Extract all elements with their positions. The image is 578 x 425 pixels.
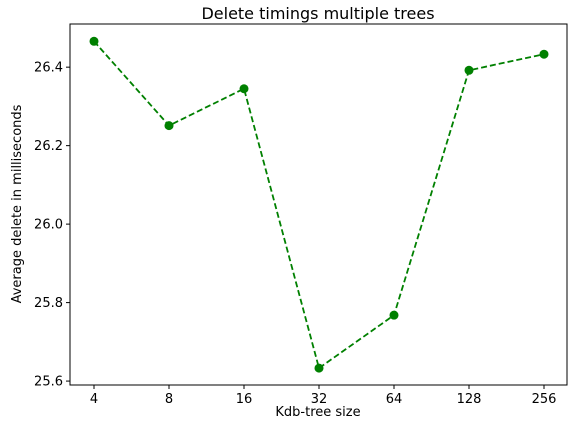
- x-axis-ticks: 4 8 16 32 64 128 256: [90, 385, 557, 407]
- x-tick-label: 8: [165, 392, 173, 407]
- data-point-128: [464, 65, 474, 75]
- data-point-16: [239, 84, 249, 94]
- y-tick-label: 26.0: [34, 218, 63, 233]
- series-layer: [89, 36, 549, 373]
- x-tick-label: 256: [532, 392, 557, 407]
- y-axis-ticks: 25.6 25.8 26.0 26.2 26.4: [34, 61, 70, 390]
- y-tick-label: 25.8: [34, 296, 63, 311]
- y-axis-label: Average delete in milliseconds: [10, 104, 25, 303]
- chart-title: Delete timings multiple trees: [201, 4, 434, 23]
- data-point-64: [389, 310, 399, 320]
- data-point-256: [539, 49, 549, 59]
- x-axis-label: Kdb-tree size: [275, 405, 360, 420]
- x-tick-label: 64: [386, 392, 403, 407]
- x-tick-label: 32: [311, 392, 328, 407]
- y-tick-label: 26.4: [34, 61, 63, 76]
- data-point-4: [89, 36, 99, 46]
- x-tick-label: 16: [236, 392, 253, 407]
- data-point-8: [164, 121, 174, 131]
- data-point-32: [314, 363, 324, 373]
- y-tick-label: 25.6: [34, 375, 63, 390]
- y-tick-label: 26.2: [34, 139, 63, 154]
- x-tick-label: 128: [457, 392, 482, 407]
- x-tick-label: 4: [90, 392, 98, 407]
